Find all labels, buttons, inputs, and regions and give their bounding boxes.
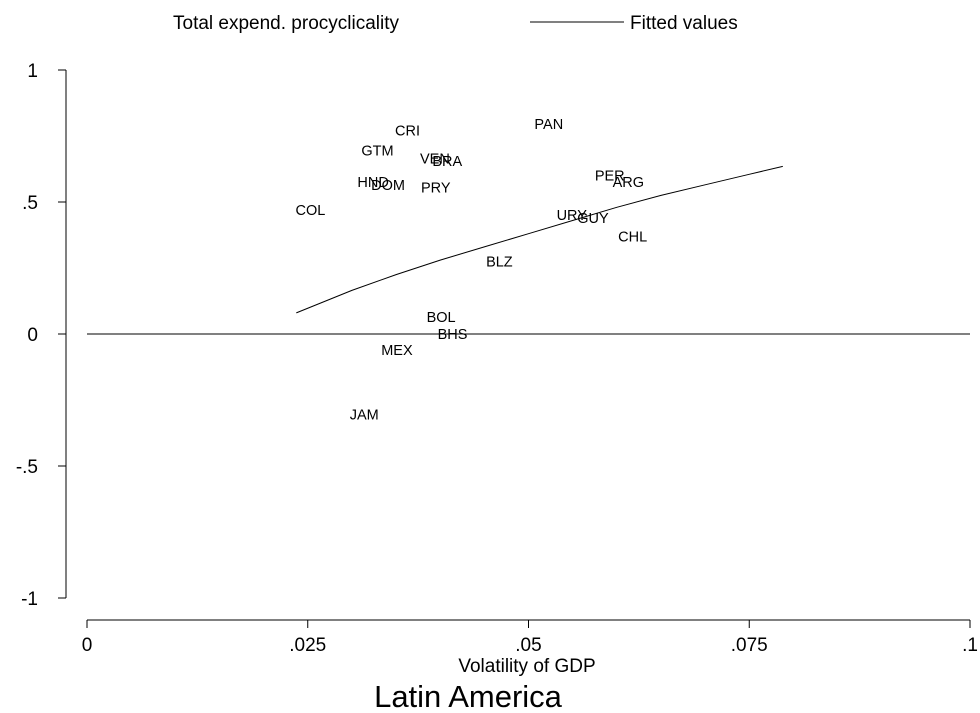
y-tick-label-1: .5 bbox=[22, 193, 38, 214]
point-label-hnd: HND bbox=[357, 175, 388, 191]
y-tick-label-2: 0 bbox=[27, 325, 38, 346]
point-label-bol: BOL bbox=[427, 310, 456, 326]
chart-note: Latin America bbox=[374, 679, 563, 713]
point-label-chl: CHL bbox=[618, 229, 647, 245]
x-tick-label-3: .075 bbox=[731, 635, 768, 656]
y-tick-label-0: 1 bbox=[27, 61, 38, 82]
point-label-col: COL bbox=[295, 203, 325, 219]
point-label-pan: PAN bbox=[534, 117, 563, 133]
fitted-line-layer bbox=[296, 165, 783, 314]
y-tick-label-4: -1 bbox=[21, 589, 38, 610]
point-label-ven: VEN bbox=[420, 151, 450, 167]
point-label-bra: BRA bbox=[432, 154, 462, 170]
point-label-arg: ARG bbox=[613, 175, 644, 191]
x-axis-title: Volatility of GDP bbox=[458, 656, 595, 677]
x-tick-label-4: .1 bbox=[962, 635, 978, 656]
axes: 0 .025 .05 .075 .1 1 .5 0 -.5 -1 bbox=[16, 61, 978, 656]
point-label-gtm: GTM bbox=[361, 144, 393, 160]
fitted-values-line bbox=[296, 165, 783, 314]
point-label-jam: JAM bbox=[350, 408, 379, 424]
point-label-blz: BLZ bbox=[486, 254, 513, 270]
point-label-pry: PRY bbox=[421, 180, 451, 196]
x-tick-label-0: 0 bbox=[82, 635, 93, 656]
legend-label-total-expend: Total expend. procyclicality bbox=[173, 13, 399, 34]
point-label-guy: GUY bbox=[577, 211, 609, 227]
x-tick-label-1: .025 bbox=[289, 635, 326, 656]
point-label-ury: URY bbox=[557, 208, 588, 224]
point-label-dom: DOM bbox=[371, 178, 405, 194]
legend-label-fitted-values: Fitted values bbox=[630, 13, 738, 34]
legend: Total expend. procyclicality Fitted valu… bbox=[173, 13, 738, 34]
point-label-cri: CRI bbox=[395, 124, 420, 140]
point-label-per: PER bbox=[595, 169, 625, 185]
point-label-bhs: BHS bbox=[438, 327, 468, 343]
point-label-mex: MEX bbox=[381, 343, 413, 359]
y-tick-label-3: -.5 bbox=[16, 457, 38, 478]
x-tick-label-2: .05 bbox=[515, 635, 541, 656]
